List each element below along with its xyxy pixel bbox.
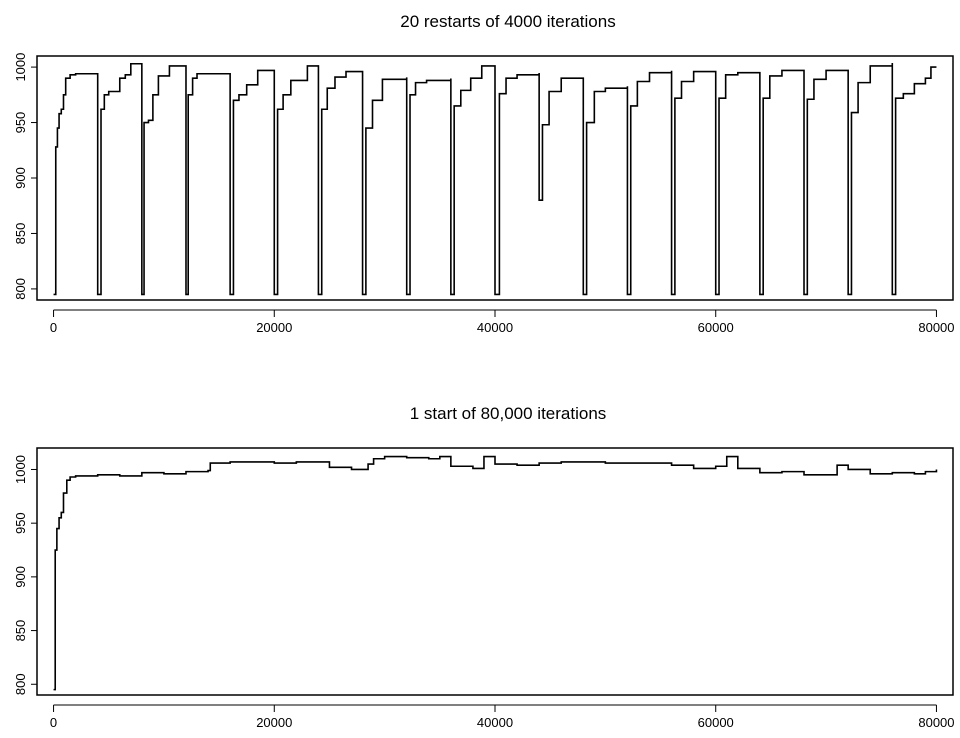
y-tick-label: 800 [13,278,28,300]
x-tick-label: 40000 [477,715,513,730]
chart-panel-top: 20 restarts of 4000 iterations 0 20000 400… [13,12,955,335]
y-tick-label: 950 [13,112,28,134]
x-tick-label: 60000 [698,320,734,335]
x-tick-label: 80000 [918,320,954,335]
plot-area-bottom: 0 20000 40000 60000 80000 800 850 900 950 1000 [13,455,955,730]
x-tick-label: 20000 [256,320,292,335]
x-tick-label: 0 [50,715,57,730]
series-line-bottom-0 [53,455,938,691]
y-tick-label: 900 [13,167,28,189]
y-tick-label: 850 [13,620,28,642]
plot-frame-bottom [36,447,954,696]
series-line-top-0 [53,62,937,296]
y-tick-label: 1000 [13,53,28,82]
x-tick-label: 40000 [477,320,513,335]
plot-area-top: 0 20000 40000 60000 80000 800 850 900 950 1000 [13,53,955,335]
x-tick-label: 80000 [918,715,954,730]
y-tick-label: 800 [13,673,28,695]
chart-title-top: 20 restarts of 4000 iterations [400,12,615,31]
y-tick-label: 1000 [13,455,28,484]
y-tick-label: 900 [13,566,28,588]
x-tick-label: 20000 [256,715,292,730]
y-tick-label: 950 [13,512,28,534]
y-tick-label: 850 [13,223,28,245]
chart-title-bottom: 1 start of 80,000 iterations [410,404,607,423]
x-tick-label: 0 [50,320,57,335]
x-tick-label: 60000 [698,715,734,730]
chart-panel-bottom: 1 start of 80,000 iterations 0 20000 40000… [13,404,955,730]
